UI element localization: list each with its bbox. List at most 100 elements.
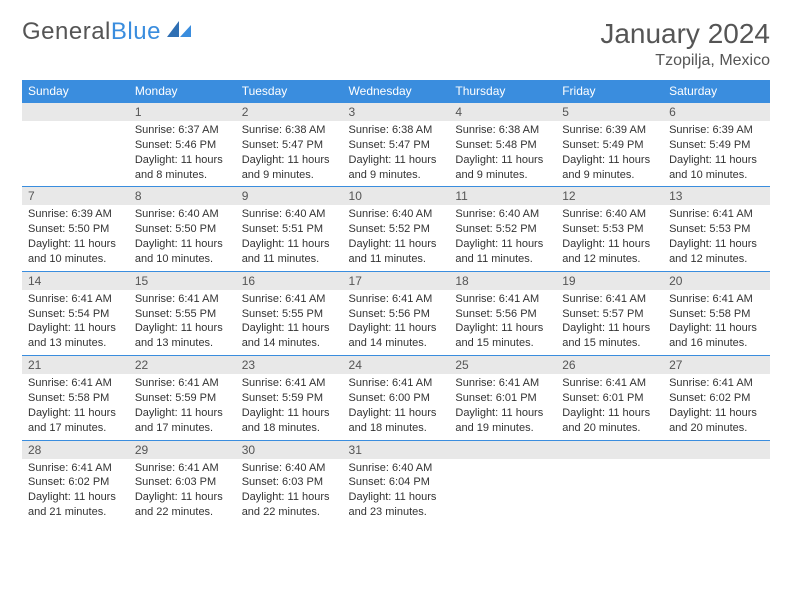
calendar-cell: 21Sunrise: 6:41 AMSunset: 5:58 PMDayligh…	[22, 355, 129, 439]
sunrise-line: Sunrise: 6:40 AM	[242, 461, 337, 476]
sunrise-line: Sunrise: 6:41 AM	[28, 376, 123, 391]
day-number: 9	[236, 186, 343, 205]
day-number: 8	[129, 186, 236, 205]
calendar-cell: 12Sunrise: 6:40 AMSunset: 5:53 PMDayligh…	[556, 186, 663, 270]
daylight-line: Daylight: 11 hours and 9 minutes.	[349, 153, 444, 183]
day-body: Sunrise: 6:41 AMSunset: 5:54 PMDaylight:…	[22, 290, 129, 355]
logo-sail-icon	[165, 18, 193, 46]
calendar-cell-empty	[556, 440, 663, 524]
sunset-line: Sunset: 5:55 PM	[135, 307, 230, 322]
sunset-line: Sunset: 5:50 PM	[135, 222, 230, 237]
day-body: Sunrise: 6:41 AMSunset: 5:57 PMDaylight:…	[556, 290, 663, 355]
sunrise-line: Sunrise: 6:41 AM	[669, 292, 764, 307]
sunset-line: Sunset: 5:46 PM	[135, 138, 230, 153]
day-number: 2	[236, 102, 343, 121]
sunset-line: Sunset: 6:02 PM	[28, 475, 123, 490]
sunrise-line: Sunrise: 6:40 AM	[562, 207, 657, 222]
sunset-line: Sunset: 5:51 PM	[242, 222, 337, 237]
day-body: Sunrise: 6:40 AMSunset: 6:04 PMDaylight:…	[343, 459, 450, 524]
location-label: Tzopilja, Mexico	[600, 52, 770, 70]
sunset-line: Sunset: 6:00 PM	[349, 391, 444, 406]
sunset-line: Sunset: 5:55 PM	[242, 307, 337, 322]
day-body: Sunrise: 6:41 AMSunset: 6:02 PMDaylight:…	[22, 459, 129, 524]
calendar-cell: 13Sunrise: 6:41 AMSunset: 5:53 PMDayligh…	[663, 186, 770, 270]
day-number: 1	[129, 102, 236, 121]
sunrise-line: Sunrise: 6:41 AM	[28, 292, 123, 307]
daylight-line: Daylight: 11 hours and 14 minutes.	[242, 321, 337, 351]
brand-part2: Blue	[111, 18, 161, 46]
day-body: Sunrise: 6:40 AMSunset: 5:52 PMDaylight:…	[343, 205, 450, 270]
calendar-cell: 4Sunrise: 6:38 AMSunset: 5:48 PMDaylight…	[449, 102, 556, 186]
calendar-cell: 15Sunrise: 6:41 AMSunset: 5:55 PMDayligh…	[129, 271, 236, 355]
sunset-line: Sunset: 5:49 PM	[562, 138, 657, 153]
sunset-line: Sunset: 5:52 PM	[455, 222, 550, 237]
daylight-line: Daylight: 11 hours and 20 minutes.	[562, 406, 657, 436]
day-body: Sunrise: 6:41 AMSunset: 6:00 PMDaylight:…	[343, 374, 450, 439]
weekday-header: Monday	[129, 80, 236, 102]
calendar-cell: 26Sunrise: 6:41 AMSunset: 6:01 PMDayligh…	[556, 355, 663, 439]
weekday-header-row: SundayMondayTuesdayWednesdayThursdayFrid…	[22, 80, 770, 102]
daylight-line: Daylight: 11 hours and 11 minutes.	[455, 237, 550, 267]
day-number: 6	[663, 102, 770, 121]
day-number	[556, 440, 663, 459]
day-body: Sunrise: 6:41 AMSunset: 5:59 PMDaylight:…	[236, 374, 343, 439]
calendar-row: 14Sunrise: 6:41 AMSunset: 5:54 PMDayligh…	[22, 271, 770, 355]
day-number: 30	[236, 440, 343, 459]
day-body: Sunrise: 6:41 AMSunset: 5:56 PMDaylight:…	[449, 290, 556, 355]
daylight-line: Daylight: 11 hours and 12 minutes.	[562, 237, 657, 267]
day-body: Sunrise: 6:41 AMSunset: 5:53 PMDaylight:…	[663, 205, 770, 270]
day-body: Sunrise: 6:39 AMSunset: 5:49 PMDaylight:…	[556, 121, 663, 186]
sunrise-line: Sunrise: 6:41 AM	[242, 292, 337, 307]
daylight-line: Daylight: 11 hours and 17 minutes.	[28, 406, 123, 436]
calendar-cell: 16Sunrise: 6:41 AMSunset: 5:55 PMDayligh…	[236, 271, 343, 355]
sunrise-line: Sunrise: 6:41 AM	[135, 292, 230, 307]
calendar-cell: 5Sunrise: 6:39 AMSunset: 5:49 PMDaylight…	[556, 102, 663, 186]
day-body: Sunrise: 6:37 AMSunset: 5:46 PMDaylight:…	[129, 121, 236, 186]
sunrise-line: Sunrise: 6:41 AM	[135, 461, 230, 476]
daylight-line: Daylight: 11 hours and 10 minutes.	[135, 237, 230, 267]
sunset-line: Sunset: 5:58 PM	[669, 307, 764, 322]
calendar-row: 7Sunrise: 6:39 AMSunset: 5:50 PMDaylight…	[22, 186, 770, 270]
weekday-header: Saturday	[663, 80, 770, 102]
day-number: 5	[556, 102, 663, 121]
sunrise-line: Sunrise: 6:41 AM	[349, 376, 444, 391]
sunset-line: Sunset: 5:47 PM	[349, 138, 444, 153]
sunrise-line: Sunrise: 6:40 AM	[349, 461, 444, 476]
sunrise-line: Sunrise: 6:39 AM	[562, 123, 657, 138]
daylight-line: Daylight: 11 hours and 12 minutes.	[669, 237, 764, 267]
sunrise-line: Sunrise: 6:41 AM	[669, 207, 764, 222]
calendar-row: 1Sunrise: 6:37 AMSunset: 5:46 PMDaylight…	[22, 102, 770, 186]
day-number: 13	[663, 186, 770, 205]
day-number: 3	[343, 102, 450, 121]
sunrise-line: Sunrise: 6:41 AM	[669, 376, 764, 391]
daylight-line: Daylight: 11 hours and 10 minutes.	[669, 153, 764, 183]
calendar-cell: 25Sunrise: 6:41 AMSunset: 6:01 PMDayligh…	[449, 355, 556, 439]
brand-part1: General	[22, 18, 111, 46]
sunset-line: Sunset: 5:59 PM	[242, 391, 337, 406]
calendar-cell: 6Sunrise: 6:39 AMSunset: 5:49 PMDaylight…	[663, 102, 770, 186]
day-body: Sunrise: 6:38 AMSunset: 5:47 PMDaylight:…	[343, 121, 450, 186]
sunset-line: Sunset: 5:54 PM	[28, 307, 123, 322]
sunset-line: Sunset: 5:53 PM	[669, 222, 764, 237]
day-number: 29	[129, 440, 236, 459]
calendar-cell: 9Sunrise: 6:40 AMSunset: 5:51 PMDaylight…	[236, 186, 343, 270]
weekday-header: Thursday	[449, 80, 556, 102]
day-body: Sunrise: 6:40 AMSunset: 5:52 PMDaylight:…	[449, 205, 556, 270]
calendar-cell: 2Sunrise: 6:38 AMSunset: 5:47 PMDaylight…	[236, 102, 343, 186]
calendar-cell: 27Sunrise: 6:41 AMSunset: 6:02 PMDayligh…	[663, 355, 770, 439]
header: GeneralBlue January 2024 Tzopilja, Mexic…	[22, 18, 770, 70]
month-title: January 2024	[600, 18, 770, 50]
day-number	[663, 440, 770, 459]
calendar-cell: 14Sunrise: 6:41 AMSunset: 5:54 PMDayligh…	[22, 271, 129, 355]
daylight-line: Daylight: 11 hours and 21 minutes.	[28, 490, 123, 520]
day-body: Sunrise: 6:41 AMSunset: 5:58 PMDaylight:…	[22, 374, 129, 439]
daylight-line: Daylight: 11 hours and 14 minutes.	[349, 321, 444, 351]
daylight-line: Daylight: 11 hours and 15 minutes.	[455, 321, 550, 351]
calendar-row: 28Sunrise: 6:41 AMSunset: 6:02 PMDayligh…	[22, 440, 770, 524]
sunset-line: Sunset: 5:47 PM	[242, 138, 337, 153]
daylight-line: Daylight: 11 hours and 20 minutes.	[669, 406, 764, 436]
daylight-line: Daylight: 11 hours and 18 minutes.	[242, 406, 337, 436]
day-number: 19	[556, 271, 663, 290]
sunrise-line: Sunrise: 6:38 AM	[455, 123, 550, 138]
sunset-line: Sunset: 6:03 PM	[135, 475, 230, 490]
